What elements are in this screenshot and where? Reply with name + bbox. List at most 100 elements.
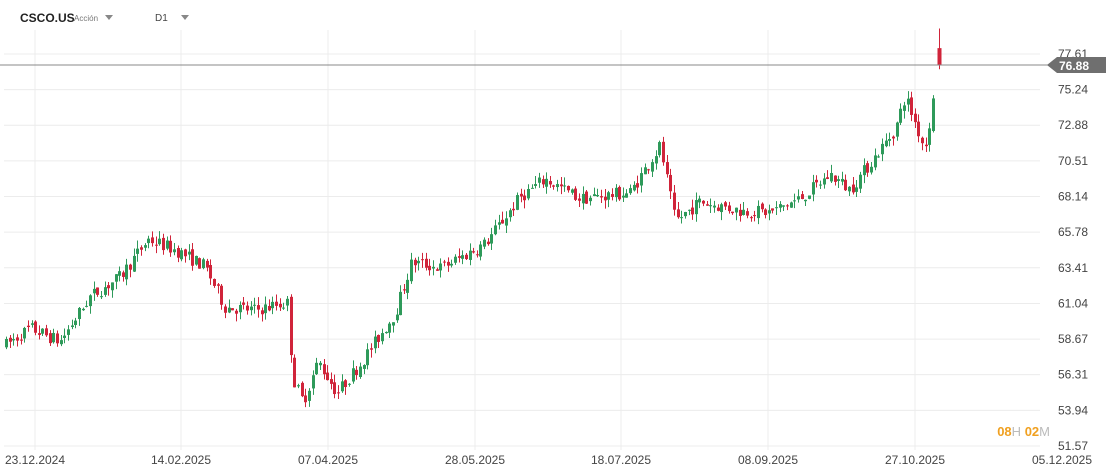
- candle-body: [355, 369, 358, 376]
- candle-body: [479, 244, 482, 257]
- candle-body: [469, 250, 472, 260]
- candle-body: [421, 259, 424, 261]
- candle-body: [191, 249, 194, 266]
- candle-body: [582, 193, 585, 204]
- candle-body: [885, 140, 888, 147]
- candle-body: [374, 336, 377, 349]
- candle-body: [494, 225, 497, 235]
- candle-body: [147, 238, 150, 244]
- candle-body: [615, 187, 618, 198]
- symbol-dropdown-icon[interactable]: [105, 15, 113, 20]
- candle-body: [782, 205, 785, 207]
- candle-body: [359, 366, 362, 377]
- candle-body: [498, 222, 501, 225]
- candle-body: [877, 156, 880, 158]
- candle-body: [815, 179, 818, 183]
- candle-body: [874, 155, 877, 168]
- candle-body: [377, 334, 380, 342]
- candle-body: [162, 237, 165, 251]
- candle-body: [578, 198, 581, 201]
- candle-body: [209, 264, 212, 279]
- candle-body: [107, 285, 110, 289]
- candle-body: [323, 364, 326, 375]
- candle-body: [392, 322, 395, 326]
- candle-body: [896, 122, 899, 137]
- candle-body: [928, 128, 931, 145]
- candle-body: [271, 301, 274, 309]
- candle-body: [136, 248, 139, 254]
- candle-body: [739, 209, 742, 216]
- candle-body: [439, 263, 442, 271]
- candle-body: [447, 261, 450, 266]
- candle-body: [855, 187, 858, 192]
- candle-body: [96, 287, 99, 295]
- symbol-label[interactable]: CSCO.US: [20, 11, 75, 25]
- candle-body: [63, 335, 66, 338]
- candle-body: [337, 392, 340, 394]
- candle-body: [775, 207, 778, 209]
- candle-body: [93, 288, 96, 294]
- y-tick-label: 58.67: [1058, 332, 1088, 346]
- candle-body: [907, 98, 910, 105]
- candle-body: [465, 254, 468, 260]
- candle-body: [414, 259, 417, 266]
- candle-body: [501, 219, 504, 224]
- candle-body: [403, 289, 406, 291]
- candle-body: [12, 339, 15, 341]
- candle-body: [823, 178, 826, 185]
- candle-body: [604, 196, 607, 201]
- candle-body: [111, 282, 114, 291]
- candle-body: [118, 271, 121, 276]
- candle-body: [808, 195, 811, 199]
- candle-body: [23, 327, 26, 339]
- candle-body: [312, 375, 315, 389]
- candle-body: [151, 237, 154, 244]
- candle-body: [844, 179, 847, 191]
- candle-body: [666, 162, 669, 175]
- candle-body: [917, 121, 920, 137]
- candle-body: [410, 259, 413, 282]
- timeframe-dropdown-icon[interactable]: [181, 15, 189, 20]
- candle-body: [695, 200, 698, 215]
- candle-body: [903, 105, 906, 111]
- candle-body: [914, 113, 917, 123]
- candle-body: [771, 208, 774, 211]
- timeframe-label[interactable]: D1: [155, 13, 168, 24]
- candle-body: [432, 266, 435, 269]
- candle-body: [308, 390, 311, 401]
- candle-body: [381, 333, 384, 342]
- y-tick-label: 65.78: [1058, 225, 1088, 239]
- candle-body: [552, 185, 555, 187]
- candle-body: [801, 194, 804, 200]
- candle-body: [326, 372, 329, 381]
- candle-body: [275, 301, 278, 306]
- candle-body: [750, 217, 753, 219]
- candle-body: [677, 209, 680, 218]
- candle-body: [461, 255, 464, 259]
- y-tick-label: 72.88: [1058, 118, 1088, 132]
- candle-body: [264, 304, 267, 314]
- candle-body: [122, 272, 125, 277]
- candle-body: [658, 142, 661, 156]
- candle-body: [282, 307, 285, 309]
- candle-body: [892, 136, 895, 139]
- candle-body: [82, 308, 85, 311]
- candle-body: [523, 195, 526, 201]
- candle-body: [250, 306, 253, 311]
- asset-type-label: Acción: [74, 14, 99, 23]
- candle-body: [231, 308, 234, 311]
- candle-body: [115, 274, 118, 282]
- candle-body: [472, 251, 475, 253]
- candle-body: [600, 196, 603, 198]
- candle-body: [344, 380, 347, 388]
- candle-body: [388, 323, 391, 333]
- y-tick-label: 61.04: [1058, 296, 1088, 310]
- candle-body: [158, 238, 161, 245]
- candle-body: [647, 169, 650, 171]
- candle-body: [279, 303, 282, 308]
- candle-body: [406, 279, 409, 293]
- candle-body: [268, 305, 271, 311]
- candle-body: [253, 304, 256, 306]
